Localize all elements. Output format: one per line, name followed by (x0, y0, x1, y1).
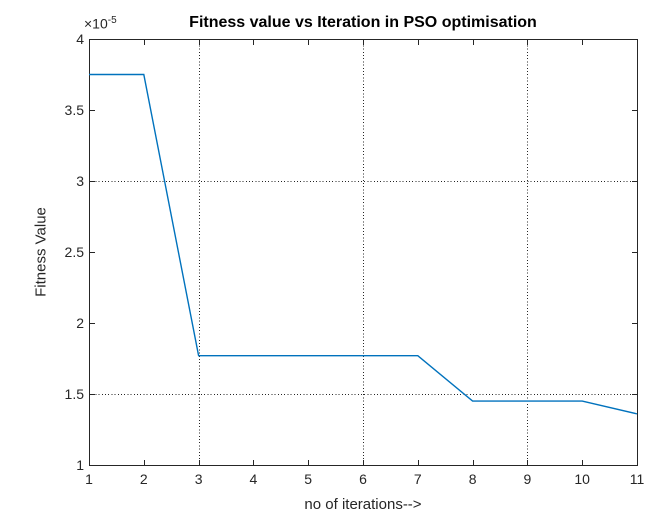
x-tick-label: 9 (523, 471, 532, 487)
y-tick-label: 1 (76, 457, 84, 473)
x-tick-label: 4 (249, 471, 258, 487)
y-axis-exponent-label: ×10-5 (84, 15, 117, 32)
y-axis-exponent-power: -5 (107, 15, 117, 26)
x-tick-label: 1 (85, 471, 93, 487)
x-tick-label: 6 (359, 471, 367, 487)
x-tick-label: 7 (413, 471, 422, 487)
chart-title: Fitness value vs Iteration in PSO optimi… (189, 14, 537, 31)
y-tick-label: 3 (76, 173, 84, 189)
y-axis-exponent-base: ×10 (84, 15, 108, 32)
y-tick-label: 1.5 (64, 386, 84, 402)
x-tick-label: 11 (629, 471, 645, 487)
y-tick-label: 2 (76, 315, 84, 331)
x-tick-label: 5 (304, 471, 313, 487)
axes-box (89, 39, 638, 466)
y-tick-label: 2.5 (64, 244, 84, 260)
x-tick-label: 10 (574, 471, 590, 487)
y-tick-label: 4 (76, 31, 84, 47)
x-axis-label: no of iterations--> (304, 496, 422, 513)
x-tick-label: 8 (468, 471, 477, 487)
fitness-line (89, 73, 638, 415)
x-tick-label: 2 (139, 471, 148, 487)
y-tick-label: 3.5 (64, 102, 84, 118)
x-tick-label: 3 (194, 471, 203, 487)
